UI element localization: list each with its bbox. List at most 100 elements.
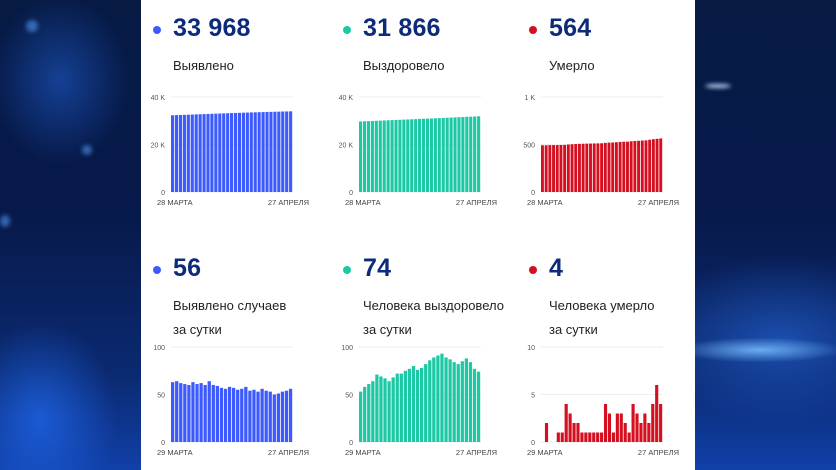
stat-label: Умерло xyxy=(549,54,719,78)
bar xyxy=(386,120,390,192)
bar xyxy=(603,404,608,442)
y-tick-label: 0 xyxy=(349,190,353,197)
bar xyxy=(456,364,460,442)
stat-value: 564 xyxy=(549,14,592,42)
y-tick-label: 0 xyxy=(531,190,535,197)
bar xyxy=(367,384,371,442)
bar xyxy=(563,144,567,192)
bar xyxy=(359,391,363,442)
bar xyxy=(457,117,461,192)
stat: 564 xyxy=(529,14,591,43)
bar xyxy=(627,432,631,442)
bar xyxy=(187,385,191,442)
bar xyxy=(568,413,572,442)
bar xyxy=(268,391,272,442)
bar xyxy=(566,144,570,192)
bar xyxy=(194,114,198,192)
background-light xyxy=(0,215,10,227)
legend-dot-icon xyxy=(343,265,351,274)
bar xyxy=(600,143,604,192)
bar xyxy=(619,413,623,442)
y-tick-label: 40 K xyxy=(339,95,354,102)
bar xyxy=(548,145,552,192)
bar xyxy=(382,120,386,192)
bar xyxy=(432,357,436,442)
bar xyxy=(441,117,445,192)
bar xyxy=(198,114,202,192)
bar xyxy=(428,360,432,442)
bar xyxy=(411,366,416,442)
bar xyxy=(370,120,374,192)
bar xyxy=(226,113,230,192)
bar xyxy=(407,368,412,442)
bar xyxy=(399,373,403,442)
bar xyxy=(541,145,544,192)
bar xyxy=(633,140,637,192)
legend-dot-icon xyxy=(153,265,161,274)
bar xyxy=(618,141,622,192)
bar xyxy=(375,374,379,442)
legend-dot-icon xyxy=(343,25,351,34)
bar xyxy=(465,116,469,192)
stat-label: Выявлено xyxy=(173,54,343,78)
bar xyxy=(191,382,195,442)
bar xyxy=(244,386,248,442)
bar xyxy=(374,120,378,192)
bar xyxy=(398,119,402,192)
bar xyxy=(477,116,481,192)
stat-label-line2: за сутки xyxy=(173,322,222,337)
bar xyxy=(637,140,641,192)
legend-dot-icon xyxy=(529,265,537,274)
bar xyxy=(552,145,555,192)
bar xyxy=(203,385,207,442)
bar xyxy=(175,381,179,442)
bar xyxy=(371,381,375,442)
background-light xyxy=(82,145,92,155)
bar xyxy=(448,359,452,442)
stat-label-line1: Умерло xyxy=(549,58,595,73)
stat-value: 4 xyxy=(549,254,564,282)
bar xyxy=(544,145,548,192)
bar xyxy=(659,404,663,442)
bar xyxy=(574,144,578,192)
bar xyxy=(472,368,477,442)
bar xyxy=(607,142,611,192)
bar xyxy=(648,139,652,192)
bar xyxy=(425,118,430,192)
bar xyxy=(655,138,659,192)
bar xyxy=(611,432,615,442)
y-tick-label: 100 xyxy=(341,345,353,352)
bar xyxy=(366,121,371,192)
stat-label: Выявлено случаев за сутки xyxy=(173,294,343,342)
bar xyxy=(603,142,607,192)
bar xyxy=(171,115,175,192)
bar xyxy=(600,432,604,442)
bar xyxy=(178,114,183,192)
bar xyxy=(395,373,399,442)
bar xyxy=(269,111,273,192)
bar xyxy=(607,413,612,442)
chart-died-daily: 0 5 10 29 МАРТА 27 АПРЕЛЯ xyxy=(527,345,679,457)
bar xyxy=(651,139,655,192)
bar xyxy=(363,386,367,442)
bar xyxy=(449,117,453,192)
background-light xyxy=(26,20,38,32)
bar xyxy=(592,143,596,192)
bar xyxy=(581,143,585,192)
bar xyxy=(424,364,428,442)
bar xyxy=(378,120,382,192)
stat-value: 56 xyxy=(173,254,202,282)
stat: 56 xyxy=(153,254,201,283)
x-end-label: 27 АПРЕЛЯ xyxy=(456,448,497,457)
bar xyxy=(580,432,584,442)
bar xyxy=(237,112,242,192)
stat-label: Человека выздоровело за сутки xyxy=(363,294,533,342)
x-end-label: 27 АПРЕЛЯ xyxy=(456,198,497,207)
x-start-label: 28 МАРТА xyxy=(345,198,381,207)
bar xyxy=(659,138,663,192)
y-tick-label: 1 K xyxy=(524,95,535,102)
bar xyxy=(288,388,293,442)
bar xyxy=(253,112,257,192)
bar xyxy=(256,391,260,442)
stat: 33 968 xyxy=(153,14,251,43)
